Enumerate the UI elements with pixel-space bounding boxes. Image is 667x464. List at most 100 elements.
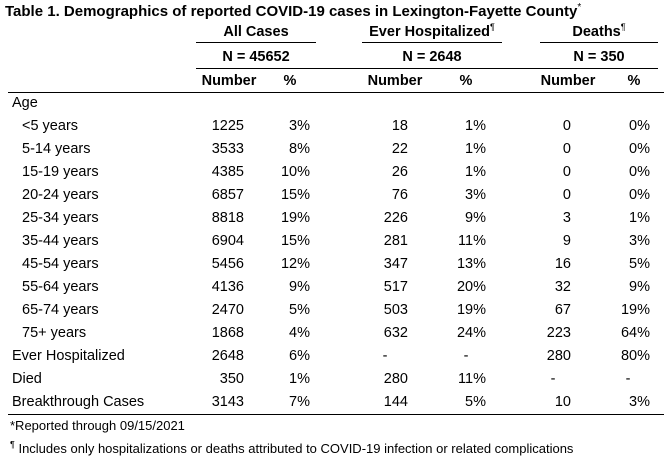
cell-deaths-number: 0 xyxy=(562,164,571,180)
table-bottom-rule xyxy=(8,414,664,415)
cell-deaths-percent: - xyxy=(625,371,631,387)
row-label: Breakthrough Cases xyxy=(12,394,145,410)
cell-deaths-number: 32 xyxy=(554,279,571,295)
cell-deaths-percent: 3% xyxy=(629,394,650,410)
group-n-ever-hospitalized: N = 2648 xyxy=(402,49,462,65)
table-row: 55-64 years 4136 9% 517 20% 32 9% xyxy=(0,276,667,299)
row-label: Died xyxy=(12,371,42,387)
header-bottom-rule xyxy=(8,92,664,93)
cell-all-cases-percent: 3% xyxy=(289,118,310,134)
cell-hospitalized-percent: 20% xyxy=(456,279,486,295)
subheader-percent: % xyxy=(283,73,297,89)
cell-hospitalized-percent: 13% xyxy=(456,256,486,272)
cell-deaths-percent: 9% xyxy=(629,279,650,295)
group-label: All Cases xyxy=(223,24,289,40)
cell-deaths-percent: 3% xyxy=(629,233,650,249)
row-label: 55-64 years xyxy=(22,279,99,295)
row-label: 25-34 years xyxy=(22,210,99,226)
cell-all-cases-number: 2648 xyxy=(211,348,244,364)
row-label: 65-74 years xyxy=(22,302,99,318)
section-row-age: Age xyxy=(0,92,667,115)
group-label: Ever Hospitalized xyxy=(369,24,491,40)
cell-deaths-percent: 80% xyxy=(620,348,650,364)
cell-deaths-number: 0 xyxy=(562,187,571,203)
table-row: 75+ years 1868 4% 632 24% 223 64% xyxy=(0,322,667,345)
cell-deaths-number: 3 xyxy=(562,210,571,226)
cell-all-cases-percent: 19% xyxy=(280,210,310,226)
row-label: 20-24 years xyxy=(22,187,99,203)
table-row: <5 years 1225 3% 18 1% 0 0% xyxy=(0,115,667,138)
cell-all-cases-percent: 10% xyxy=(280,164,310,180)
subheader-percent: % xyxy=(627,73,641,89)
table-row: 35-44 years 6904 15% 281 11% 9 3% xyxy=(0,230,667,253)
cell-all-cases-number: 2470 xyxy=(211,302,244,318)
cell-all-cases-percent: 9% xyxy=(289,279,310,295)
row-label: 45-54 years xyxy=(22,256,99,272)
cell-deaths-percent: 0% xyxy=(629,187,650,203)
cell-all-cases-percent: 6% xyxy=(289,348,310,364)
header-n-rule xyxy=(196,68,658,69)
cell-hospitalized-number: 517 xyxy=(383,279,408,295)
row-label: 5-14 years xyxy=(22,141,91,157)
cell-hospitalized-percent: - xyxy=(463,348,469,364)
table-title: Table 1. Demographics of reported COVID-… xyxy=(5,2,665,22)
cell-hospitalized-number: 144 xyxy=(383,394,408,410)
cell-deaths-number: 223 xyxy=(546,325,571,341)
cell-all-cases-number: 1868 xyxy=(211,325,244,341)
cell-all-cases-number: 1225 xyxy=(211,118,244,134)
cell-hospitalized-percent: 1% xyxy=(465,164,486,180)
row-label: 15-19 years xyxy=(22,164,99,180)
group-header-ever-hospitalized: Ever Hospitalized¶ xyxy=(362,22,502,43)
group-marker: ¶ xyxy=(620,22,626,33)
cell-all-cases-percent: 8% xyxy=(289,141,310,157)
group-header-deaths: Deaths¶ xyxy=(540,22,658,43)
table-row: 65-74 years 2470 5% 503 19% 67 19% xyxy=(0,299,667,322)
subheader-number: Number xyxy=(540,73,596,89)
cell-hospitalized-percent: 1% xyxy=(465,141,486,157)
cell-deaths-percent: 0% xyxy=(629,118,650,134)
cell-all-cases-percent: 15% xyxy=(280,233,310,249)
footnote-text: Includes only hospitalizations or deaths… xyxy=(14,441,574,456)
cell-hospitalized-number: 632 xyxy=(383,325,408,341)
title-footnote-marker: * xyxy=(577,2,582,13)
table-row: 15-19 years 4385 10% 26 1% 0 0% xyxy=(0,161,667,184)
cell-hospitalized-number: 76 xyxy=(391,187,408,203)
cell-deaths-number: 0 xyxy=(562,118,571,134)
cell-hospitalized-number: 280 xyxy=(383,371,408,387)
cell-hospitalized-percent: 11% xyxy=(458,233,486,249)
footnote-reported: *Reported through 09/15/2021 xyxy=(10,417,185,435)
row-label: 35-44 years xyxy=(22,233,99,249)
cell-deaths-percent: 1% xyxy=(629,210,650,226)
cell-all-cases-number: 3533 xyxy=(211,141,244,157)
row-label: 75+ years xyxy=(22,325,87,341)
table-row: 5-14 years 3533 8% 22 1% 0 0% xyxy=(0,138,667,161)
cell-all-cases-number: 6904 xyxy=(211,233,244,249)
cell-deaths-percent: 5% xyxy=(629,256,650,272)
table-title-text: Table 1. Demographics of reported COVID-… xyxy=(5,3,578,20)
group-marker: ¶ xyxy=(490,22,495,33)
cell-hospitalized-percent: 24% xyxy=(456,325,486,341)
cell-all-cases-percent: 15% xyxy=(280,187,310,203)
table-row: Died 350 1% 280 11% - - xyxy=(0,368,667,391)
group-label: Deaths xyxy=(572,24,621,40)
cell-all-cases-number: 6857 xyxy=(211,187,244,203)
cell-deaths-number: 0 xyxy=(562,141,571,157)
row-label: Ever Hospitalized xyxy=(12,348,125,364)
section-label: Age xyxy=(12,95,38,111)
cell-all-cases-number: 4385 xyxy=(211,164,244,180)
cell-all-cases-percent: 1% xyxy=(289,371,310,387)
cell-all-cases-percent: 5% xyxy=(289,302,310,318)
cell-deaths-percent: 0% xyxy=(629,164,650,180)
group-n-all-cases: N = 45652 xyxy=(222,49,290,65)
cell-hospitalized-percent: 5% xyxy=(465,394,486,410)
cell-hospitalized-number: 503 xyxy=(383,302,408,318)
cell-all-cases-number: 5456 xyxy=(211,256,244,272)
cell-deaths-number: 16 xyxy=(554,256,571,272)
cell-hospitalized-percent: 1% xyxy=(465,118,486,134)
cell-deaths-number: 280 xyxy=(546,348,571,364)
cell-hospitalized-number: 347 xyxy=(383,256,408,272)
group-header-all-cases: All Cases xyxy=(196,22,316,43)
cell-hospitalized-number: 22 xyxy=(391,141,408,157)
cell-all-cases-number: 350 xyxy=(219,371,244,387)
